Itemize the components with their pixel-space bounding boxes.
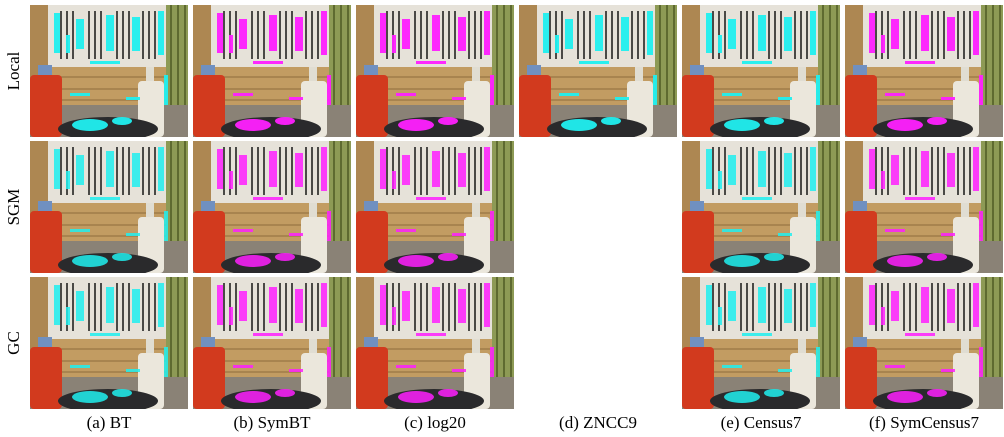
result-image [193, 141, 351, 277]
column-caption: (d) ZNCC9 [559, 413, 637, 432]
result-image [845, 277, 1003, 413]
result-image [193, 277, 351, 413]
result-image [682, 5, 840, 141]
result-image [356, 141, 514, 277]
result-image [193, 5, 351, 141]
result-image [682, 141, 840, 277]
result-image [30, 5, 188, 141]
result-image [30, 141, 188, 277]
result-image [845, 141, 1003, 277]
row-label: GC [4, 331, 23, 355]
figure: Local SGM GC (a) BT (b) SymBT (c) log20 (d) ZN… [0, 0, 1004, 437]
result-image [356, 277, 514, 413]
result-image [30, 277, 188, 413]
result-image [682, 277, 840, 413]
result-image [845, 5, 1003, 141]
column-caption: (a) BT [87, 413, 132, 432]
column-caption: (c) log20 [404, 413, 466, 432]
result-image [356, 5, 514, 141]
column-caption: (f) SymCensus7 [869, 413, 980, 432]
column-caption: (b) SymBT [234, 413, 312, 432]
result-image [519, 5, 677, 141]
row-label: SGM [4, 189, 23, 226]
column-caption: (e) Census7 [721, 413, 802, 432]
row-label: Local [4, 51, 23, 90]
